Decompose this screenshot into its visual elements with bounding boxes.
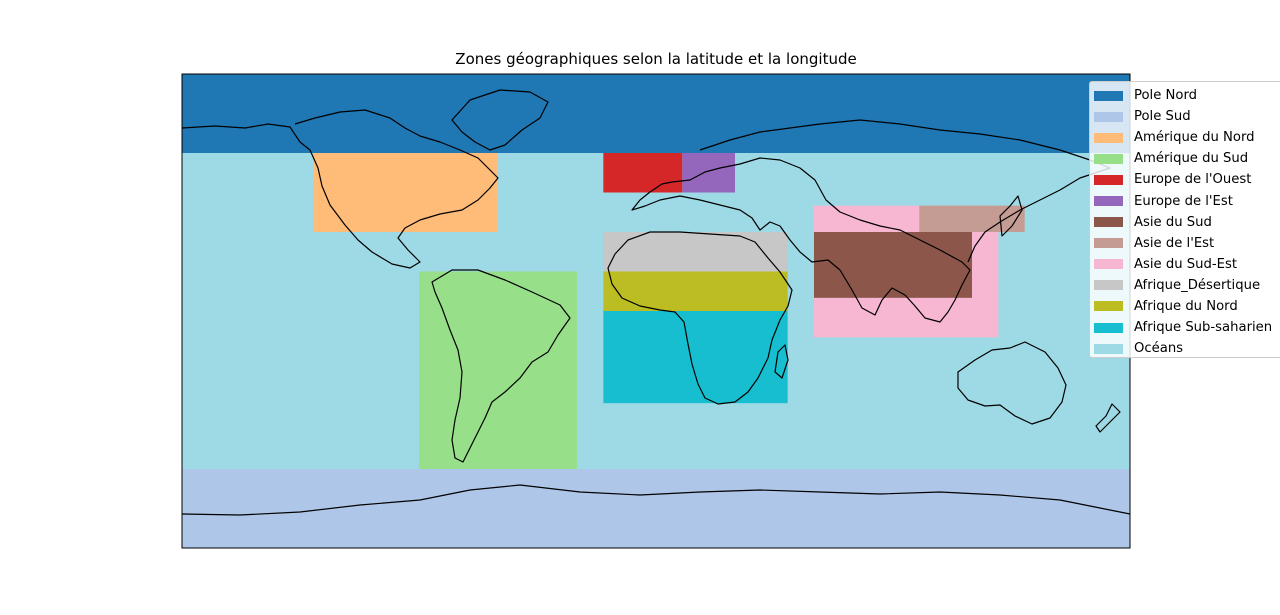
zone-afrique-sub-saharien xyxy=(603,311,788,404)
legend-label: Amérique du Nord xyxy=(1134,130,1255,146)
coastline-new-zealand xyxy=(1095,403,1121,433)
legend-label: Europe de l'Ouest xyxy=(1134,172,1252,188)
coastlines xyxy=(181,89,1131,516)
coastline-africa xyxy=(607,231,793,405)
legend-item: Europe de l'Est xyxy=(1090,190,1280,211)
coastline-japan xyxy=(999,195,1023,237)
legend-item: Pole Nord xyxy=(1090,85,1280,106)
legend-label: Afrique du Nord xyxy=(1134,298,1238,314)
coastline-greenland xyxy=(451,89,549,151)
coastline-antarctica xyxy=(181,484,1131,516)
legend-swatch xyxy=(1094,217,1123,228)
zone-afrique-d-sertique xyxy=(603,232,788,272)
legend-label: Asie de l'Est xyxy=(1134,235,1215,251)
legend-label: Afrique Sub-saharien xyxy=(1134,320,1273,336)
legend-label: Asie du Sud xyxy=(1134,214,1212,230)
zone-am-rique-du-nord xyxy=(313,153,498,232)
legend-item: Asie du Sud-Est xyxy=(1090,254,1280,275)
legend-item: Europe de l'Ouest xyxy=(1090,169,1280,190)
zone-europe-de-l-ouest xyxy=(603,153,683,193)
legend-swatch xyxy=(1094,259,1123,270)
legend-swatch xyxy=(1094,343,1123,354)
zone-pole-sud xyxy=(182,469,1130,548)
legend-swatch xyxy=(1094,111,1123,122)
legend-label: Pole Sud xyxy=(1134,109,1191,125)
coastline-eurasia xyxy=(631,157,971,323)
legend-label: Asie du Sud-Est xyxy=(1134,256,1238,272)
legend: Pole Nord Pole Sud Amérique du Nord Amériqu… xyxy=(1089,81,1280,358)
coastline-arctic-asia xyxy=(699,119,1111,263)
legend-item: Afrique du Nord xyxy=(1090,296,1280,317)
legend-item: Afrique_Désertique xyxy=(1090,275,1280,296)
legend-item: Pole Sud xyxy=(1090,106,1280,127)
legend-item: Océans xyxy=(1090,338,1280,359)
coastline-australia xyxy=(957,341,1067,425)
legend-swatch xyxy=(1094,280,1123,291)
legend-label: Afrique_Désertique xyxy=(1134,277,1261,293)
legend-swatch xyxy=(1094,238,1123,249)
zone-europe-de-l-est xyxy=(682,153,735,193)
legend-item: Afrique Sub-saharien xyxy=(1090,317,1280,338)
zone-rectangles xyxy=(182,74,1130,548)
legend-label: Amérique du Sud xyxy=(1134,151,1249,167)
legend-item: Amérique du Sud xyxy=(1090,148,1280,169)
legend-swatch xyxy=(1094,174,1123,185)
legend-item: Amérique du Nord xyxy=(1090,127,1280,148)
legend-swatch xyxy=(1094,153,1123,164)
coastline-madagascar xyxy=(774,344,789,379)
legend-label: Océans xyxy=(1134,341,1184,357)
legend-swatch xyxy=(1094,322,1123,333)
legend-label: Europe de l'Est xyxy=(1134,193,1233,209)
legend-item: Asie du Sud xyxy=(1090,212,1280,233)
zone-afrique-du-nord xyxy=(603,271,788,311)
coastline-north-america xyxy=(181,109,499,269)
zone-asie-du-sud xyxy=(814,232,972,298)
zone-asie-de-l-est xyxy=(919,205,1025,232)
coastline-south-america xyxy=(431,269,571,463)
legend-swatch xyxy=(1094,301,1123,312)
legend-swatch xyxy=(1094,90,1123,101)
zone-am-rique-du-sud xyxy=(419,271,577,469)
map-title: Zones géographiques selon la latitude et… xyxy=(455,50,857,68)
legend-item: Asie de l'Est xyxy=(1090,233,1280,254)
legend-swatch xyxy=(1094,132,1123,143)
legend-label: Pole Nord xyxy=(1134,88,1198,104)
legend-swatch xyxy=(1094,196,1123,207)
zone-pole-nord xyxy=(182,74,1130,153)
